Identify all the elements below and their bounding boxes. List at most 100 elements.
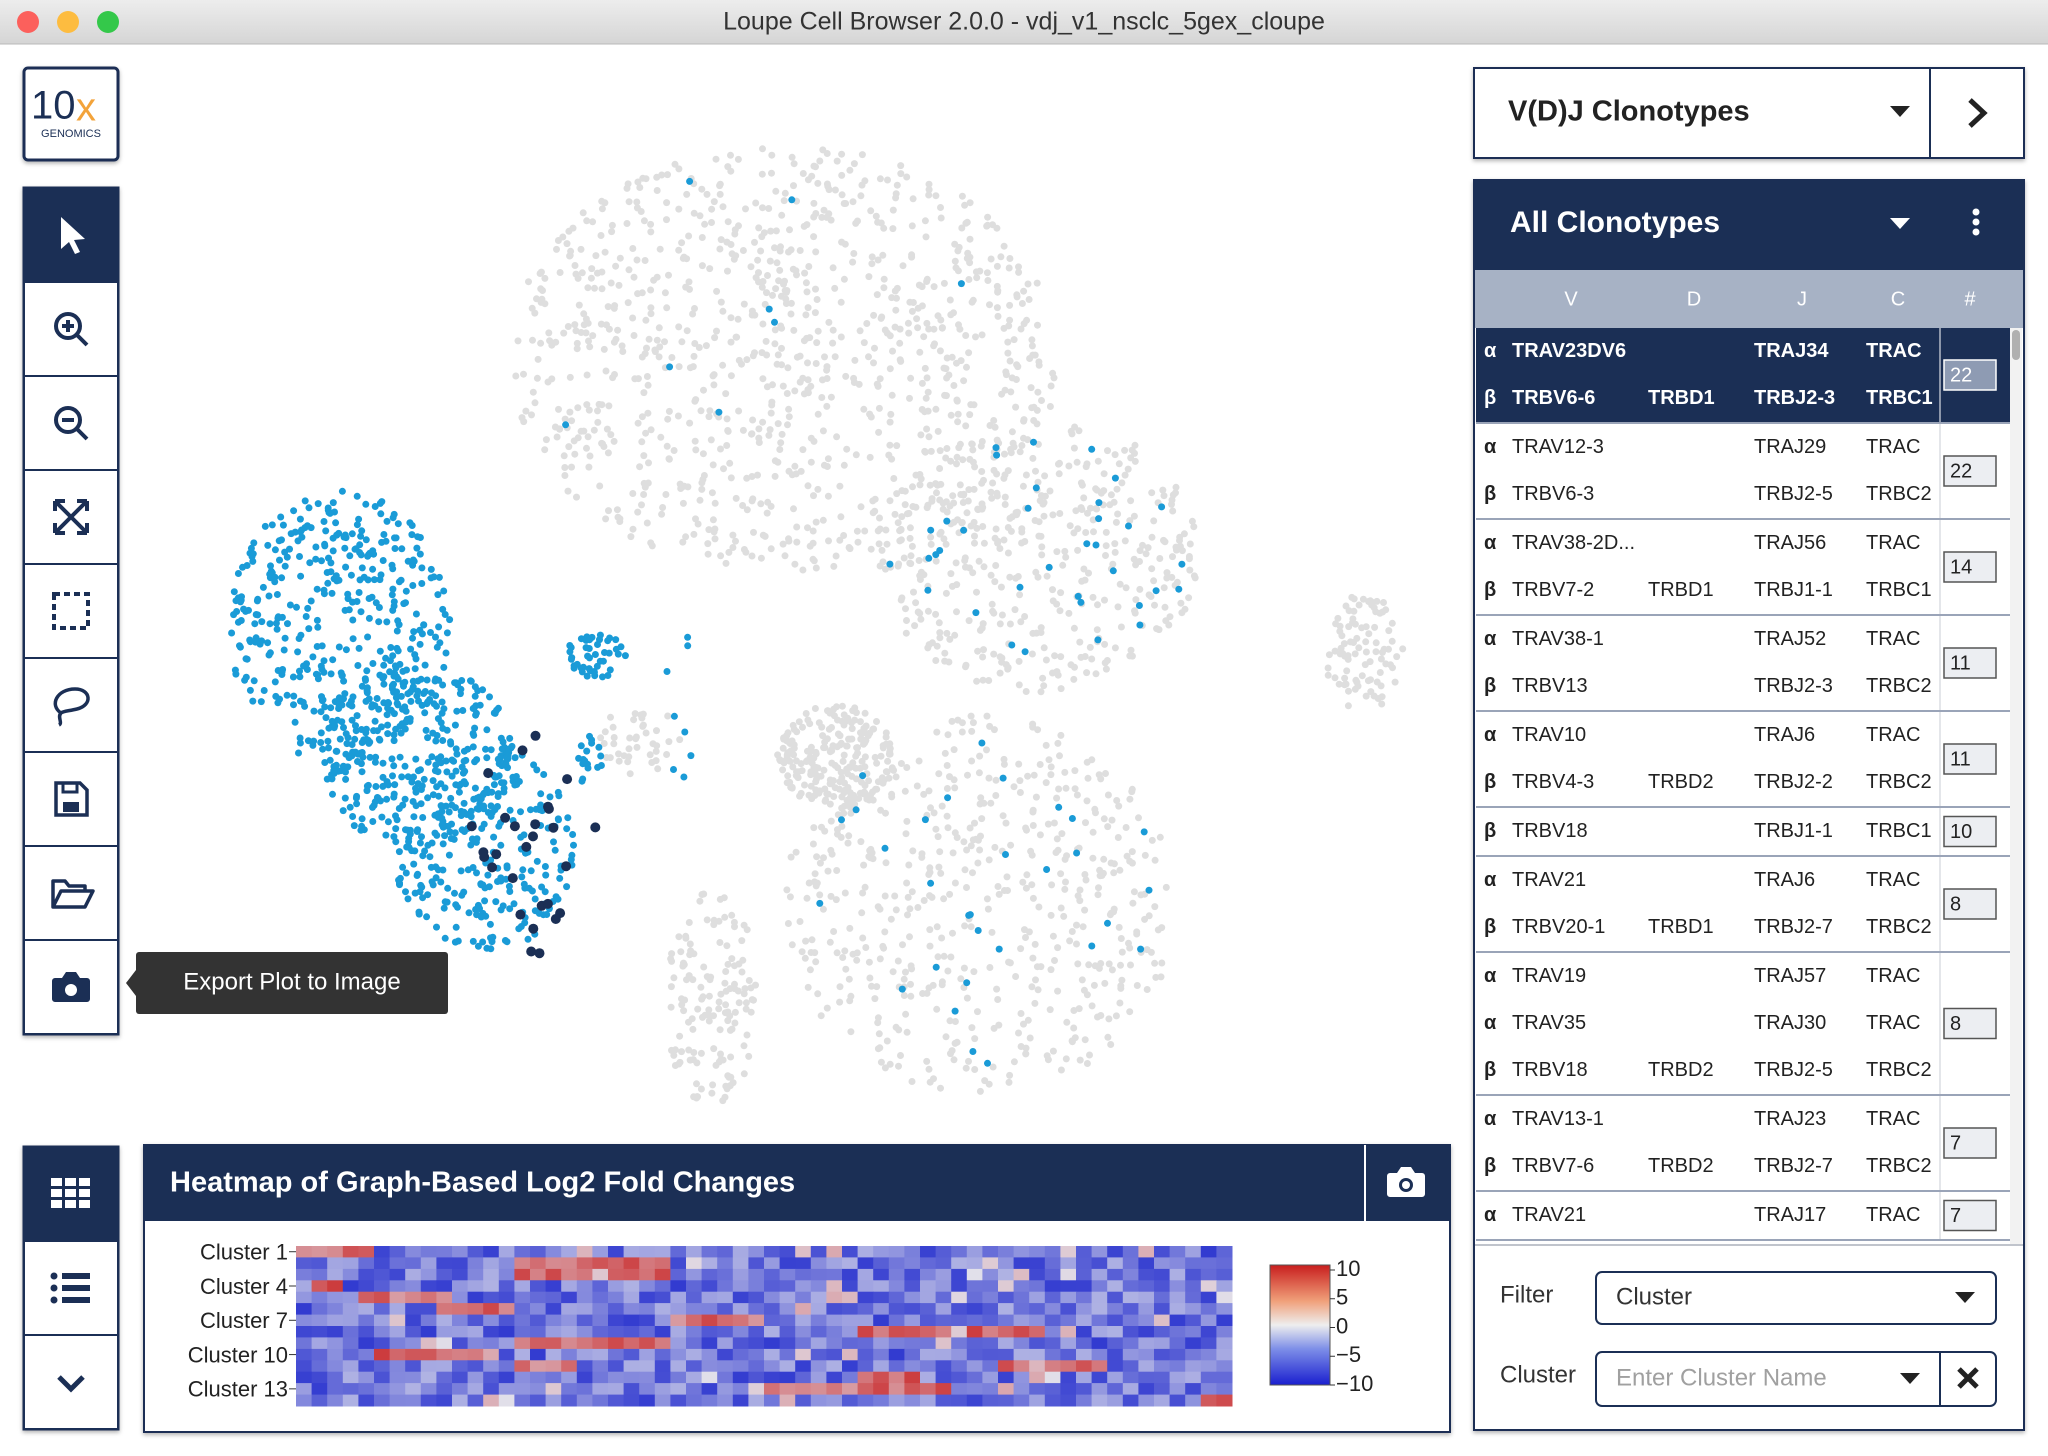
zoom-button[interactable]	[97, 11, 119, 33]
clonotype-cell-point	[402, 763, 409, 770]
cell-point	[928, 541, 935, 548]
heatmap-cell	[1076, 1360, 1092, 1372]
cell-point	[602, 728, 609, 735]
clonotype-cell-point	[398, 545, 405, 552]
heatmap-cell	[951, 1372, 967, 1384]
heatmap-cell	[1138, 1315, 1154, 1327]
cell-point	[908, 965, 915, 972]
clonotype-cell-point	[472, 693, 479, 700]
cell-point	[1350, 639, 1357, 646]
clonotype-cell-point	[296, 673, 303, 680]
cell-point	[1002, 387, 1009, 394]
clonotype-cell-point	[325, 744, 332, 751]
cell-point	[1352, 650, 1359, 657]
heatmap-cell	[1060, 1280, 1076, 1292]
cell-point	[859, 890, 866, 897]
heatmap-cell	[795, 1246, 811, 1258]
cell-point	[1332, 674, 1339, 681]
heatmap-cell	[499, 1337, 515, 1349]
clonotype-cell-point	[497, 842, 504, 849]
clonotype-cell-point	[228, 630, 235, 637]
clonotype-cell-point	[444, 885, 451, 892]
column-header-label[interactable]: D	[1687, 288, 1701, 310]
cell-point	[781, 278, 788, 285]
heatmap-cell	[1201, 1372, 1217, 1384]
cell-point	[1034, 280, 1041, 287]
cell-point	[797, 379, 804, 386]
heatmap-cell	[343, 1257, 359, 1269]
zoom-out-tool[interactable]	[24, 376, 118, 470]
heatmap-cell	[452, 1349, 468, 1361]
heatmap-cell	[358, 1269, 374, 1281]
cell-point	[887, 365, 894, 372]
cell-point	[939, 978, 946, 985]
cell-point	[944, 785, 951, 792]
gene-v: TRBV4-3	[1512, 771, 1594, 793]
cell-point	[636, 184, 643, 191]
column-header-label[interactable]: C	[1891, 288, 1905, 310]
collapse-button[interactable]	[24, 1335, 118, 1429]
heatmap-cell	[1170, 1360, 1186, 1372]
cell-point	[710, 461, 717, 468]
more-menu[interactable]	[1973, 209, 1980, 236]
clonotype-cell-point	[389, 562, 396, 569]
heatmap-cell	[780, 1326, 796, 1338]
open-button[interactable]	[24, 846, 118, 940]
cell-point	[1007, 358, 1014, 365]
clonotype-cell-point	[664, 668, 671, 675]
cell-point	[1103, 529, 1110, 536]
box-select-tool[interactable]	[24, 564, 118, 658]
selected-cell-point	[528, 831, 538, 841]
cell-point	[901, 992, 908, 999]
heatmap-cell	[483, 1349, 499, 1361]
cell-point	[1149, 534, 1156, 541]
column-header-label[interactable]: J	[1797, 288, 1807, 310]
clonotype-cell-point	[428, 753, 435, 760]
heatmap-cell	[826, 1303, 842, 1315]
column-header-label[interactable]: V	[1564, 288, 1578, 310]
clonotype-cell-point	[566, 642, 573, 649]
cell-point	[790, 182, 797, 189]
heatmap-cell	[546, 1315, 562, 1327]
selected-cell-point	[531, 731, 541, 741]
clonotype-cell-point	[1075, 593, 1082, 600]
cell-point	[993, 471, 1000, 478]
clonotype-cell-point	[451, 890, 458, 897]
cell-point	[966, 617, 973, 624]
cell-point	[1126, 1008, 1133, 1015]
cell-point	[740, 247, 747, 254]
clonotype-cell-point	[456, 789, 463, 796]
heatmap-cell	[904, 1383, 920, 1395]
cell-point	[678, 239, 685, 246]
selected-cell-point	[590, 822, 600, 832]
heatmap-cell	[358, 1349, 374, 1361]
cell-point	[586, 343, 593, 350]
save-button[interactable]	[24, 752, 118, 846]
cell-point	[1038, 624, 1045, 631]
heatmap-cell	[858, 1292, 874, 1304]
zoom-in-tool[interactable]	[24, 282, 118, 376]
cell-point	[1041, 644, 1048, 651]
cell-point	[614, 327, 621, 334]
close-button[interactable]	[17, 11, 39, 33]
cell-point	[952, 1040, 959, 1047]
cell-point	[1111, 540, 1118, 547]
scrollbar-thumb[interactable]	[2012, 330, 2020, 360]
cell-point	[1056, 510, 1063, 517]
cell-point	[1115, 603, 1122, 610]
cell-point	[721, 914, 728, 921]
clonotype-cell-point	[290, 507, 297, 514]
cell-point	[870, 359, 877, 366]
heatmap-cell	[998, 1280, 1014, 1292]
cell-point	[860, 406, 867, 413]
heatmap-cell	[624, 1280, 640, 1292]
cell-point	[964, 250, 971, 257]
cell-point	[777, 243, 784, 250]
heatmap-cell	[1029, 1269, 1045, 1281]
cell-point	[780, 383, 787, 390]
minimize-button[interactable]	[57, 11, 79, 33]
clonotype-list-title[interactable]: All Clonotypes	[1510, 206, 1720, 239]
cell-point	[895, 1026, 902, 1033]
column-header-label[interactable]: #	[1964, 288, 1976, 310]
lasso-tool[interactable]	[24, 658, 118, 752]
